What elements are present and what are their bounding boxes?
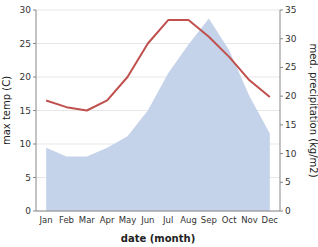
y-tick-label: 30 [20, 5, 32, 15]
y2-tick [280, 10, 283, 11]
chart-container: 0 5 10 15 20 25 30 0 5 10 15 20 25 30 35 Jan Feb Mar Apr Ma… [0, 0, 318, 247]
y2-tick [280, 96, 283, 97]
grid-line [36, 10, 280, 11]
y-tick [33, 177, 36, 178]
x-axis-line [36, 211, 280, 212]
temperature-line [46, 20, 270, 110]
y2-tick [280, 67, 283, 68]
x-tick-label: Jan [39, 215, 53, 225]
y-tick-label: 10 [20, 139, 32, 149]
y-tick-label: 25 [20, 39, 31, 49]
axes: 0 5 10 15 20 25 30 0 5 10 15 20 25 30 35 Jan Feb Mar Apr Ma… [20, 5, 297, 225]
x-tick-label: Oct [222, 215, 237, 225]
y-tick [33, 77, 36, 78]
y2-tick-label: 0 [285, 206, 291, 216]
y-tick [33, 110, 36, 111]
y-tick-label: 5 [25, 173, 31, 183]
x-tick-label: Nov [241, 215, 258, 225]
y-tick [33, 43, 36, 44]
x-tick-label: Aug [180, 215, 197, 225]
y-tick-label: 20 [20, 72, 32, 82]
y2-tick-label: 5 [285, 177, 291, 187]
y2-tick-label: 15 [285, 120, 296, 130]
data-layer [46, 19, 270, 211]
y2-tick [280, 38, 283, 39]
y-axis-label: max temp (C) [1, 76, 12, 145]
precipitation-area [46, 19, 270, 211]
x-tick-label: Dec [262, 215, 279, 225]
y-tick [33, 144, 36, 145]
x-tick-label: Jul [162, 215, 173, 225]
chart-svg: 0 5 10 15 20 25 30 0 5 10 15 20 25 30 35 Jan Feb Mar Apr Ma… [0, 0, 318, 247]
y2-tick-label: 25 [285, 62, 296, 72]
y-tick-label: 0 [25, 206, 31, 216]
y2-axis-label: med. precipitation (kg/m2) [308, 43, 318, 177]
y-tick-label: 15 [20, 106, 31, 116]
x-tick-label: Jun [140, 215, 154, 225]
x-axis-label: date (month) [121, 233, 195, 244]
y2-tick-label: 30 [285, 34, 297, 44]
x-tick-label: Mar [79, 215, 96, 225]
y-tick [33, 211, 36, 212]
y2-tick-label: 35 [285, 5, 296, 15]
x-tick-label: May [119, 215, 137, 225]
y2-tick [280, 211, 283, 212]
grid-line [36, 77, 280, 78]
grid-line [36, 43, 280, 44]
y-tick [33, 10, 36, 11]
y2-tick [280, 182, 283, 183]
grid-line [36, 211, 280, 212]
x-tick-label: Apr [100, 215, 115, 225]
y2-tick-label: 20 [285, 91, 297, 101]
x-tick-label: Feb [59, 215, 74, 225]
y2-tick [280, 153, 283, 154]
grid [36, 10, 280, 211]
y2-tick-label: 10 [285, 149, 297, 159]
x-tick-label: Sep [201, 215, 217, 225]
y2-tick [280, 124, 283, 125]
y2-axis-line [280, 10, 281, 211]
